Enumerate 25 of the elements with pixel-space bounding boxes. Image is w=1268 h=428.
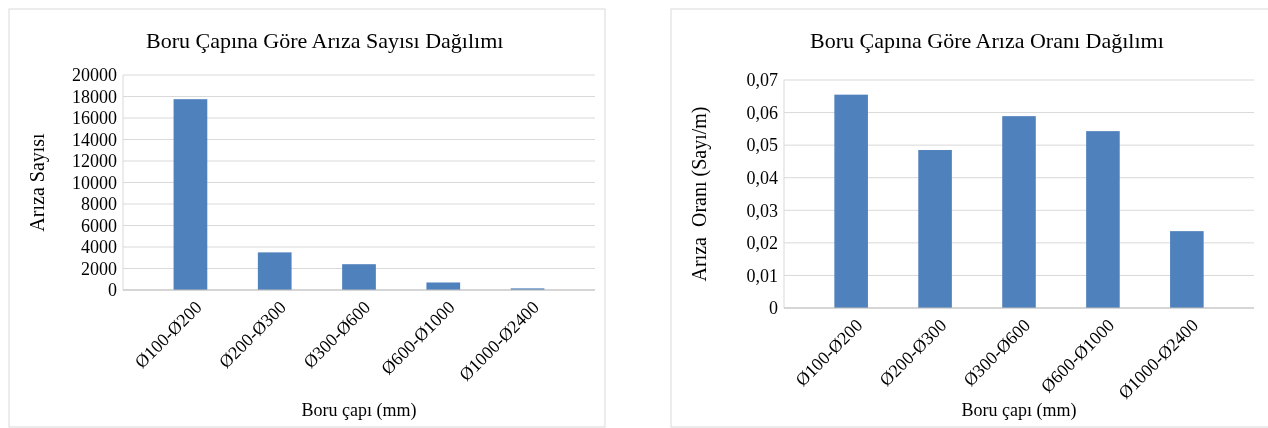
y-tick-label: 0,03: [746, 200, 778, 221]
y-tick-label: 2000: [81, 258, 117, 279]
y-tick-label: 0,01: [746, 265, 778, 286]
y-tick-label: 16000: [72, 108, 117, 129]
y-tick-label: 0,02: [746, 233, 778, 254]
y-tick-label: 18000: [72, 86, 117, 107]
y-tick-label: 10000: [72, 172, 117, 193]
y-tick-label: 4000: [81, 237, 117, 258]
chart-title: Boru Çapına Göre Arıza Oranı Dağılımı: [810, 28, 1164, 53]
y-tick-label: 14000: [72, 129, 117, 150]
x-axis-title: Boru çapı (mm): [961, 400, 1077, 421]
y-tick-label: 0: [108, 280, 117, 301]
y-tick-label: 0,06: [746, 102, 778, 123]
y-tick-label: 8000: [81, 194, 117, 215]
y-tick-label: 0: [769, 298, 778, 319]
y-tick-label: 12000: [72, 151, 117, 172]
y-tick-label: 0,05: [746, 135, 778, 156]
y-axis-title: Arıza Oranı (Sayı/m): [688, 106, 711, 282]
y-tick-label: 20000: [72, 65, 117, 86]
y-tick-label: 6000: [81, 215, 117, 236]
y-tick-label: 0,07: [746, 70, 778, 91]
x-axis-title: Boru çapı (mm): [301, 400, 417, 421]
chart-title: Boru Çapına Göre Arıza Sayısı Dağılımı: [146, 28, 504, 53]
y-axis-title: Arıza Sayısı: [26, 132, 49, 232]
y-tick-label: 0,04: [746, 168, 778, 189]
